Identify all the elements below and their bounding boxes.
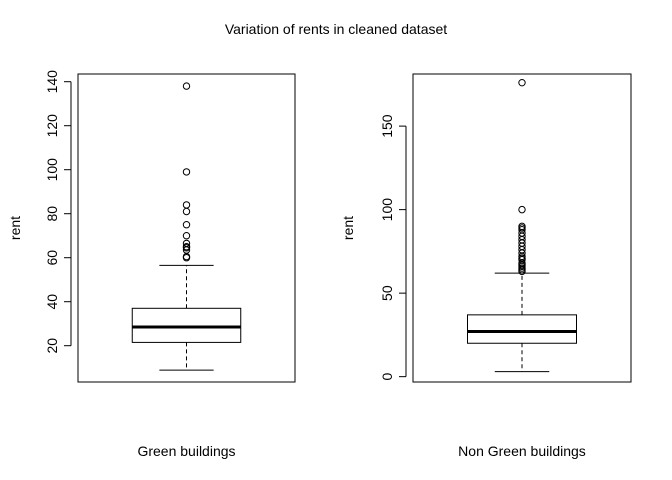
non-green-outlier-point — [518, 78, 526, 87]
green-y-tick-label-40: 40 — [44, 294, 60, 310]
green-outlier-point — [182, 232, 191, 240]
green-outlier-point — [182, 82, 191, 90]
green-y-tick-label-140: 140 — [44, 70, 60, 94]
green-y-tick-label-80: 80 — [44, 206, 60, 222]
green-y-tick-label-60: 60 — [44, 250, 60, 266]
non-green-outlier-point — [518, 205, 526, 214]
green-plot-frame — [77, 73, 296, 383]
non-green-outlier-point — [518, 222, 526, 231]
non-green-iqr-box — [467, 314, 577, 344]
green-outlier-point — [182, 207, 191, 216]
green-buildings-panel: 20 40 60 80 100 120 140 rent Green buildings — [7, 70, 296, 459]
green-outlier-point — [182, 239, 191, 248]
non-green-buildings-panel: 0 50 100 150 rent Non Green buildings — [340, 73, 632, 459]
non-green-y-tick-label-50: 50 — [379, 285, 395, 301]
green-y-axis-label: rent — [7, 216, 23, 240]
non-green-y-tick-label-100: 100 — [379, 198, 395, 222]
green-outlier-point — [182, 201, 191, 209]
chart-title: Variation of rents in cleaned dataset — [225, 21, 447, 37]
green-y-tick-label-20: 20 — [44, 338, 60, 354]
non-green-y-axis-label: rent — [340, 216, 356, 240]
green-y-tick-label-100: 100 — [44, 158, 60, 182]
green-iqr-box — [131, 307, 242, 343]
green-outlier-point — [182, 221, 191, 229]
green-y-tick-label-120: 120 — [44, 114, 60, 138]
non-green-plot-frame — [412, 73, 632, 383]
green-outlier-point — [182, 243, 191, 251]
non-green-y-tick-label-0: 0 — [379, 373, 395, 381]
non-green-y-tick-label-150: 150 — [379, 114, 395, 138]
non-green-x-axis-label: Non Green buildings — [458, 443, 586, 459]
green-outlier-point — [182, 168, 191, 176]
green-x-axis-label: Green buildings — [137, 443, 235, 459]
